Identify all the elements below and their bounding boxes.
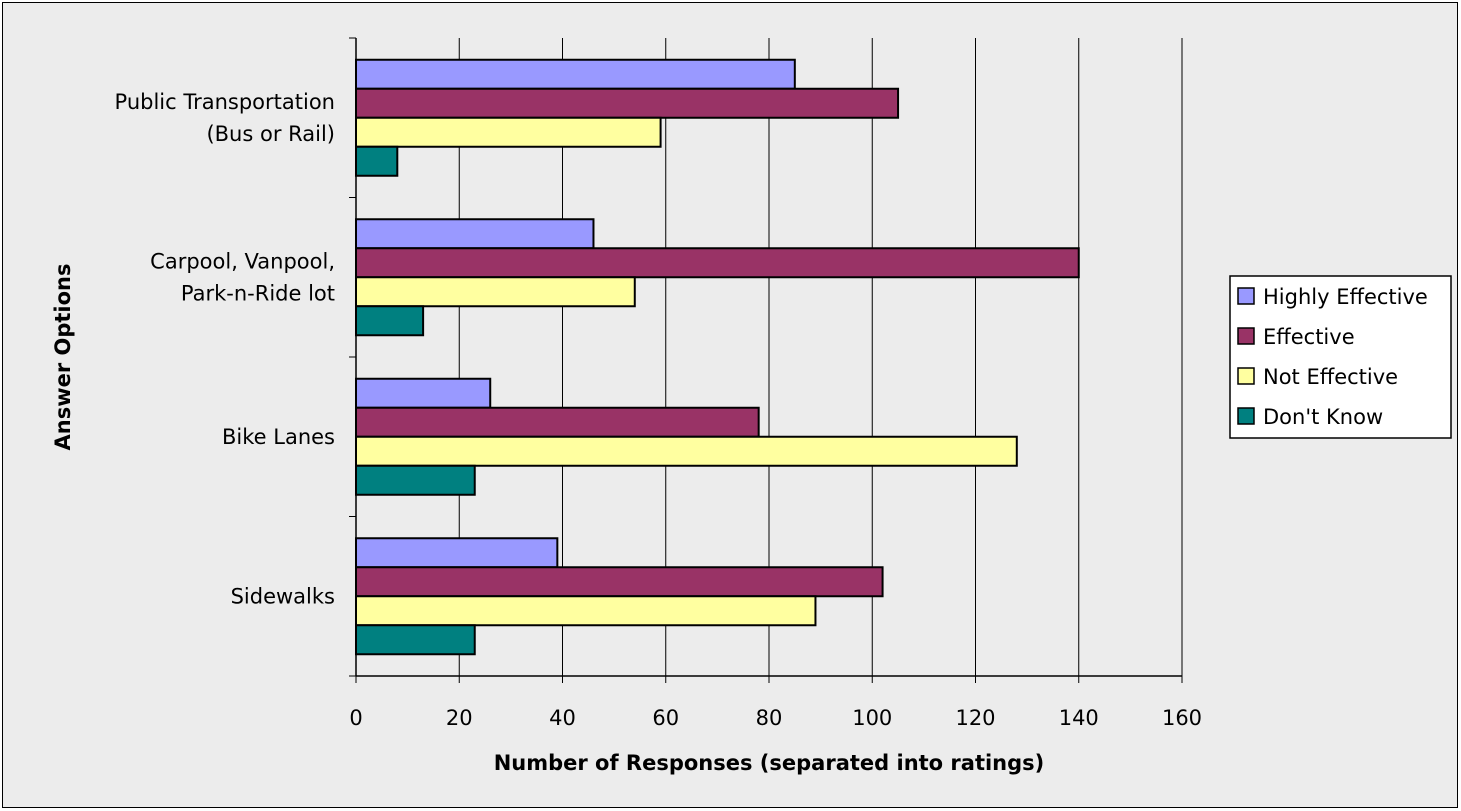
legend-swatch — [1237, 407, 1255, 425]
legend-box — [1229, 275, 1452, 439]
bar-2-2 — [355, 435, 1018, 467]
bar-0-0 — [355, 58, 796, 90]
bar-1-0 — [355, 218, 595, 250]
bar-3-0 — [355, 537, 559, 569]
bar-2-3 — [355, 464, 476, 496]
y-axis-title: Answer Options — [51, 263, 75, 450]
bar-3-3 — [355, 624, 476, 656]
bar-3-2 — [355, 595, 817, 627]
category-label: Bike Lanes — [222, 425, 335, 449]
category-label: Carpool, Vanpool, — [150, 249, 335, 273]
x-tick-label: 100 — [852, 706, 892, 730]
bar-0-1 — [355, 87, 900, 119]
bar-1-2 — [355, 276, 636, 308]
legend-label: Effective — [1263, 325, 1355, 349]
category-label: Public Transportation — [115, 90, 335, 114]
x-tick-label: 160 — [1162, 706, 1202, 730]
category-label: Sidewalks — [231, 584, 335, 608]
bar-2-1 — [355, 406, 760, 438]
bar-1-3 — [355, 305, 425, 337]
category-label: (Bus or Rail) — [206, 122, 335, 146]
x-tick-label: 20 — [446, 706, 473, 730]
x-tick-label: 0 — [349, 706, 362, 730]
x-axis-title: Number of Responses (separated into rati… — [494, 751, 1045, 775]
category-label: Park-n-Ride lot — [181, 281, 335, 305]
bar-1-1 — [355, 247, 1080, 279]
bar-0-3 — [355, 145, 399, 177]
bar-3-1 — [355, 566, 884, 598]
legend-swatch — [1237, 367, 1255, 385]
legend-swatch — [1237, 287, 1255, 305]
legend-label: Don't Know — [1263, 405, 1383, 429]
legend-swatch — [1237, 327, 1255, 345]
x-tick-label: 140 — [1059, 706, 1099, 730]
legend-label: Highly Effective — [1263, 285, 1428, 309]
bar-0-2 — [355, 116, 662, 148]
legend-label: Not Effective — [1263, 365, 1398, 389]
x-tick-label: 40 — [549, 706, 576, 730]
x-tick-label: 80 — [756, 706, 783, 730]
x-tick-label: 120 — [955, 706, 995, 730]
bar-2-0 — [355, 377, 492, 409]
x-tick-label: 60 — [652, 706, 679, 730]
